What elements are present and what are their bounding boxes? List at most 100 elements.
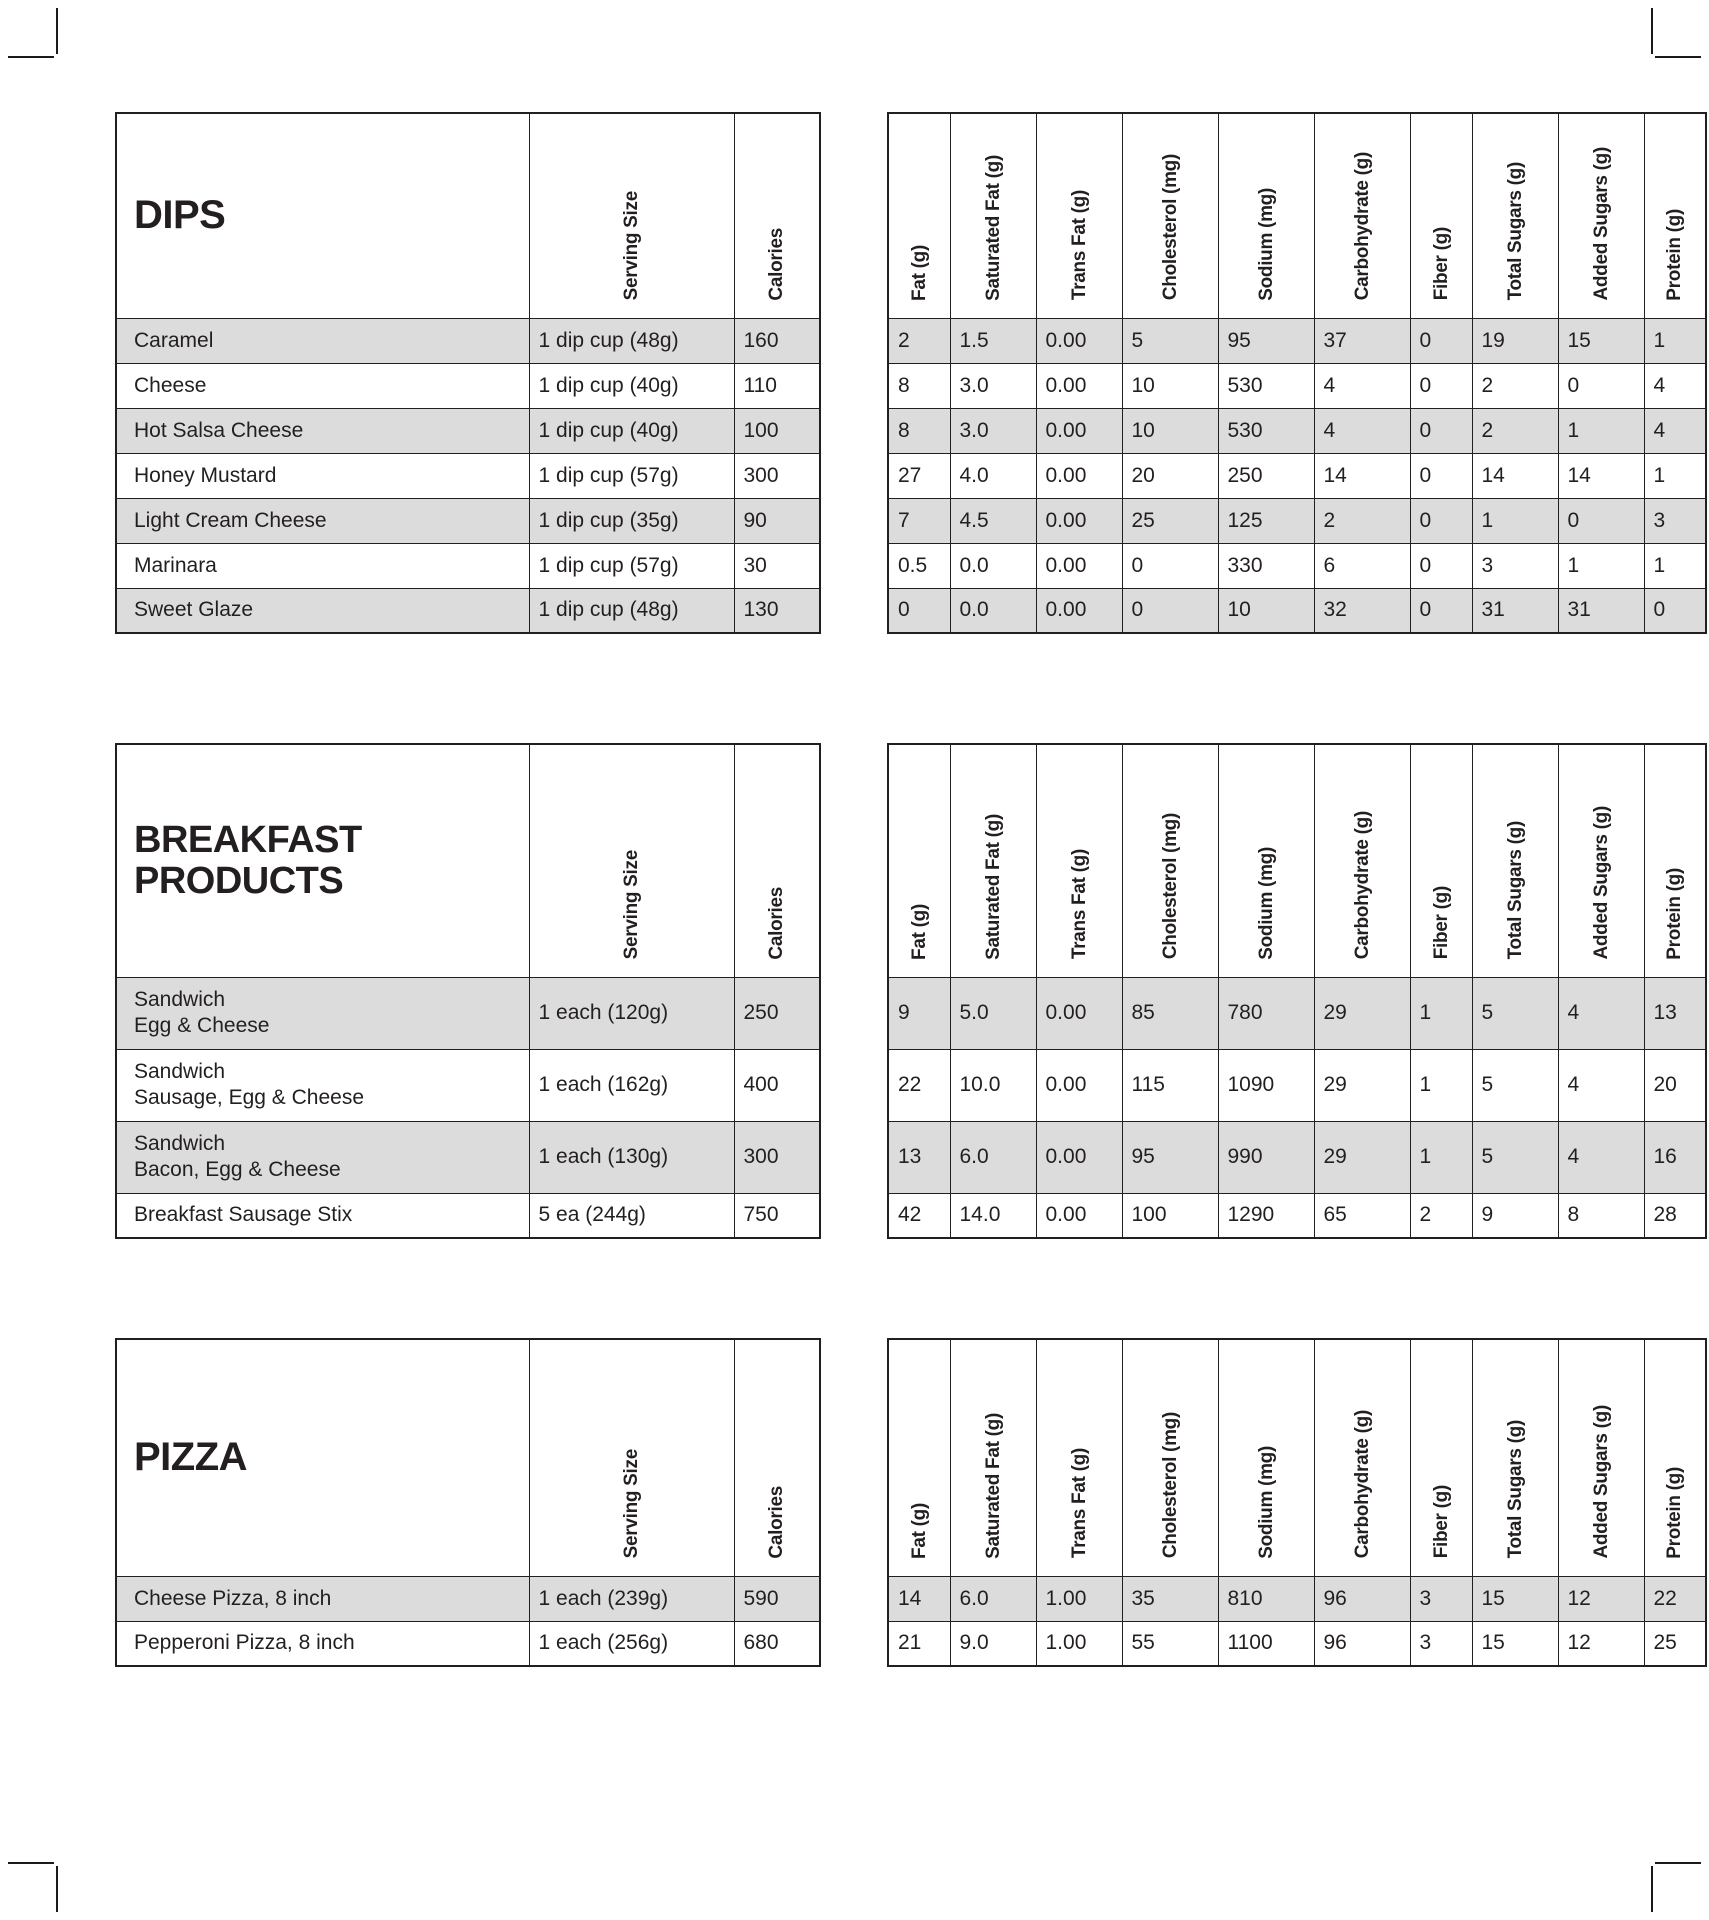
nutrition-value-cholesterol-mg: 20: [1121, 452, 1219, 499]
category-title-line: PRODUCTS: [134, 859, 344, 902]
item-name: Sandwich Egg & Cheese: [115, 976, 530, 1050]
category-header-row: DIPS Serving Size Calories: [115, 112, 821, 319]
rotated-header-wrap: Protein (g): [1645, 209, 1706, 318]
nutrition-value-carbohydrate-g: 96: [1313, 1620, 1411, 1667]
rotated-header-wrap: Total Sugars (g): [1473, 162, 1558, 317]
nutrition-value-sodium-mg: 780: [1217, 976, 1315, 1050]
nutrition-value-saturated-fat-g: 14.0: [949, 1192, 1037, 1239]
rotated-header-label: Fiber (g): [1430, 227, 1452, 301]
rotated-header-label: Serving Size: [621, 850, 642, 960]
column-header-added-sugars-g: Added Sugars (g): [1557, 112, 1645, 319]
rotated-header-wrap: Protein (g): [1645, 868, 1706, 977]
nutrition-value-sodium-mg: 810: [1217, 1575, 1315, 1622]
nutrition-value-saturated-fat-g: 10.0: [949, 1048, 1037, 1122]
column-header-serving-size: Serving Size: [528, 743, 735, 978]
rotated-header-wrap: Saturated Fat (g): [951, 155, 1036, 318]
rotated-header-wrap: Protein (g): [1645, 1467, 1706, 1576]
nutrition-value-added-sugars-g: 4: [1557, 1048, 1645, 1122]
column-header-sodium-mg: Sodium (mg): [1217, 112, 1315, 319]
item-calories: 750: [733, 1192, 821, 1239]
rotated-header-label: Protein (g): [1664, 867, 1686, 960]
column-header-fiber-g: Fiber (g): [1409, 743, 1473, 978]
nutrition-value-fat-g: 42: [887, 1192, 951, 1239]
category-table-pizza: PIZZA Serving Size Calories Cheese Pizza, 8…: [115, 1338, 821, 1667]
nutrition-value-sodium-mg: 1100: [1217, 1620, 1315, 1667]
crop-mark-top-right-vertical: [1651, 8, 1653, 54]
nutrition-value-added-sugars-g: 0: [1557, 497, 1645, 544]
crop-mark-top-left-vertical: [56, 8, 58, 54]
rotated-header-label: Added Sugars (g): [1590, 146, 1612, 301]
nutrition-value-trans-fat-g: 0.00: [1035, 452, 1123, 499]
nutrition-value-sodium-mg: 95: [1217, 317, 1315, 364]
rotated-header-label: Cholesterol (mg): [1159, 813, 1181, 960]
rotated-header-wrap: Carbohydrate (g): [1315, 152, 1410, 317]
item-serving-size: 1 dip cup (35g): [528, 497, 735, 544]
item-calories: 110: [733, 362, 821, 409]
nutrition-value-carbohydrate-g: 2: [1313, 497, 1411, 544]
nutrition-value-added-sugars-g: 1: [1557, 407, 1645, 454]
rotated-header-label: Serving Size: [621, 1449, 642, 1559]
item-name: Pepperoni Pizza, 8 inch: [115, 1620, 530, 1667]
column-header-calories: Calories: [733, 112, 821, 319]
column-header-sodium-mg: Sodium (mg): [1217, 743, 1315, 978]
column-header-total-sugars-g: Total Sugars (g): [1471, 1338, 1559, 1577]
nutrition-value-carbohydrate-g: 29: [1313, 1048, 1411, 1122]
rotated-header-wrap: Added Sugars (g): [1559, 1405, 1644, 1576]
rotated-header-wrap: Fiber (g): [1411, 227, 1472, 317]
table-row: Pepperoni Pizza, 8 inch 1 each (256g) 680: [115, 1620, 821, 1667]
rotated-header-label: Saturated Fat (g): [982, 154, 1004, 301]
nutrition-value-fiber-g: 1: [1409, 1120, 1473, 1194]
item-calories: 100: [733, 407, 821, 454]
column-header-carbohydrate-g: Carbohydrate (g): [1313, 112, 1411, 319]
rotated-header-label: Sodium (mg): [1255, 846, 1277, 960]
item-name: Honey Mustard: [115, 452, 530, 499]
nutrition-value-sodium-mg: 330: [1217, 542, 1315, 589]
column-header-serving-size: Serving Size: [528, 1338, 735, 1577]
nutrition-value-sodium-mg: 125: [1217, 497, 1315, 544]
table-row: Cheese Pizza, 8 inch 1 each (239g) 590: [115, 1575, 821, 1622]
rotated-header-label: Trans Fat (g): [1068, 849, 1090, 960]
nutrition-value-carbohydrate-g: 29: [1313, 976, 1411, 1050]
nutrition-value-fat-g: 27: [887, 452, 951, 499]
nutrition-value-sodium-mg: 1290: [1217, 1192, 1315, 1239]
nutrition-value-fiber-g: 0: [1409, 317, 1473, 364]
nutrition-value-saturated-fat-g: 9.0: [949, 1620, 1037, 1667]
column-header-fat-g: Fat (g): [887, 1338, 951, 1577]
nutrition-table-dips: Fat (g) Saturated Fat (g) Trans Fat (g) Cho…: [887, 112, 1707, 634]
item-calories: 130: [733, 587, 821, 634]
table-row: Marinara 1 dip cup (57g) 30: [115, 542, 821, 589]
nutrition-value-carbohydrate-g: 14: [1313, 452, 1411, 499]
table-row: Sandwich Sausage, Egg & Cheese 1 each (16…: [115, 1048, 821, 1122]
rotated-header-wrap: Added Sugars (g): [1559, 806, 1644, 977]
nutrition-value-saturated-fat-g: 3.0: [949, 362, 1037, 409]
nutrition-value-cholesterol-mg: 5: [1121, 317, 1219, 364]
nutrition-value-fat-g: 21: [887, 1620, 951, 1667]
item-name: Sweet Glaze: [115, 587, 530, 634]
nutrition-value-fiber-g: 0: [1409, 452, 1473, 499]
nutrition-value-saturated-fat-g: 6.0: [949, 1120, 1037, 1194]
nutrition-value-protein-g: 16: [1643, 1120, 1707, 1194]
nutrition-value-total-sugars-g: 5: [1471, 1120, 1559, 1194]
rotated-header-wrap: Carbohydrate (g): [1315, 811, 1410, 976]
item-calories: 90: [733, 497, 821, 544]
item-name: Light Cream Cheese: [115, 497, 530, 544]
nutrition-value-saturated-fat-g: 1.5: [949, 317, 1037, 364]
item-serving-size: 1 dip cup (57g): [528, 452, 735, 499]
rotated-header-label: Trans Fat (g): [1068, 1448, 1090, 1559]
nutrition-value-saturated-fat-g: 4.0: [949, 452, 1037, 499]
item-serving-size: 1 dip cup (40g): [528, 407, 735, 454]
column-header-protein-g: Protein (g): [1643, 1338, 1707, 1577]
nutrition-value-saturated-fat-g: 6.0: [949, 1575, 1037, 1622]
category-table-breakfast-products: BREAKFAST PRODUCTS Serving Size Calories San…: [115, 743, 821, 1239]
rotated-header-label: Cholesterol (mg): [1159, 154, 1181, 301]
nutrition-value-total-sugars-g: 5: [1471, 1048, 1559, 1122]
crop-mark-bottom-right-horizontal: [1655, 1862, 1701, 1864]
nutrition-header-row: Fat (g) Saturated Fat (g) Trans Fat (g) Cho…: [887, 743, 1707, 978]
rotated-header-label: Total Sugars (g): [1504, 162, 1526, 301]
item-name: Cheese Pizza, 8 inch: [115, 1575, 530, 1622]
table-row: 0 0.0 0.00 0 10 32 0 31 31 0: [887, 587, 1707, 634]
column-header-trans-fat-g: Trans Fat (g): [1035, 1338, 1123, 1577]
category-title: BREAKFAST PRODUCTS: [115, 743, 530, 978]
item-calories: 590: [733, 1575, 821, 1622]
nutrition-value-fiber-g: 1: [1409, 1048, 1473, 1122]
